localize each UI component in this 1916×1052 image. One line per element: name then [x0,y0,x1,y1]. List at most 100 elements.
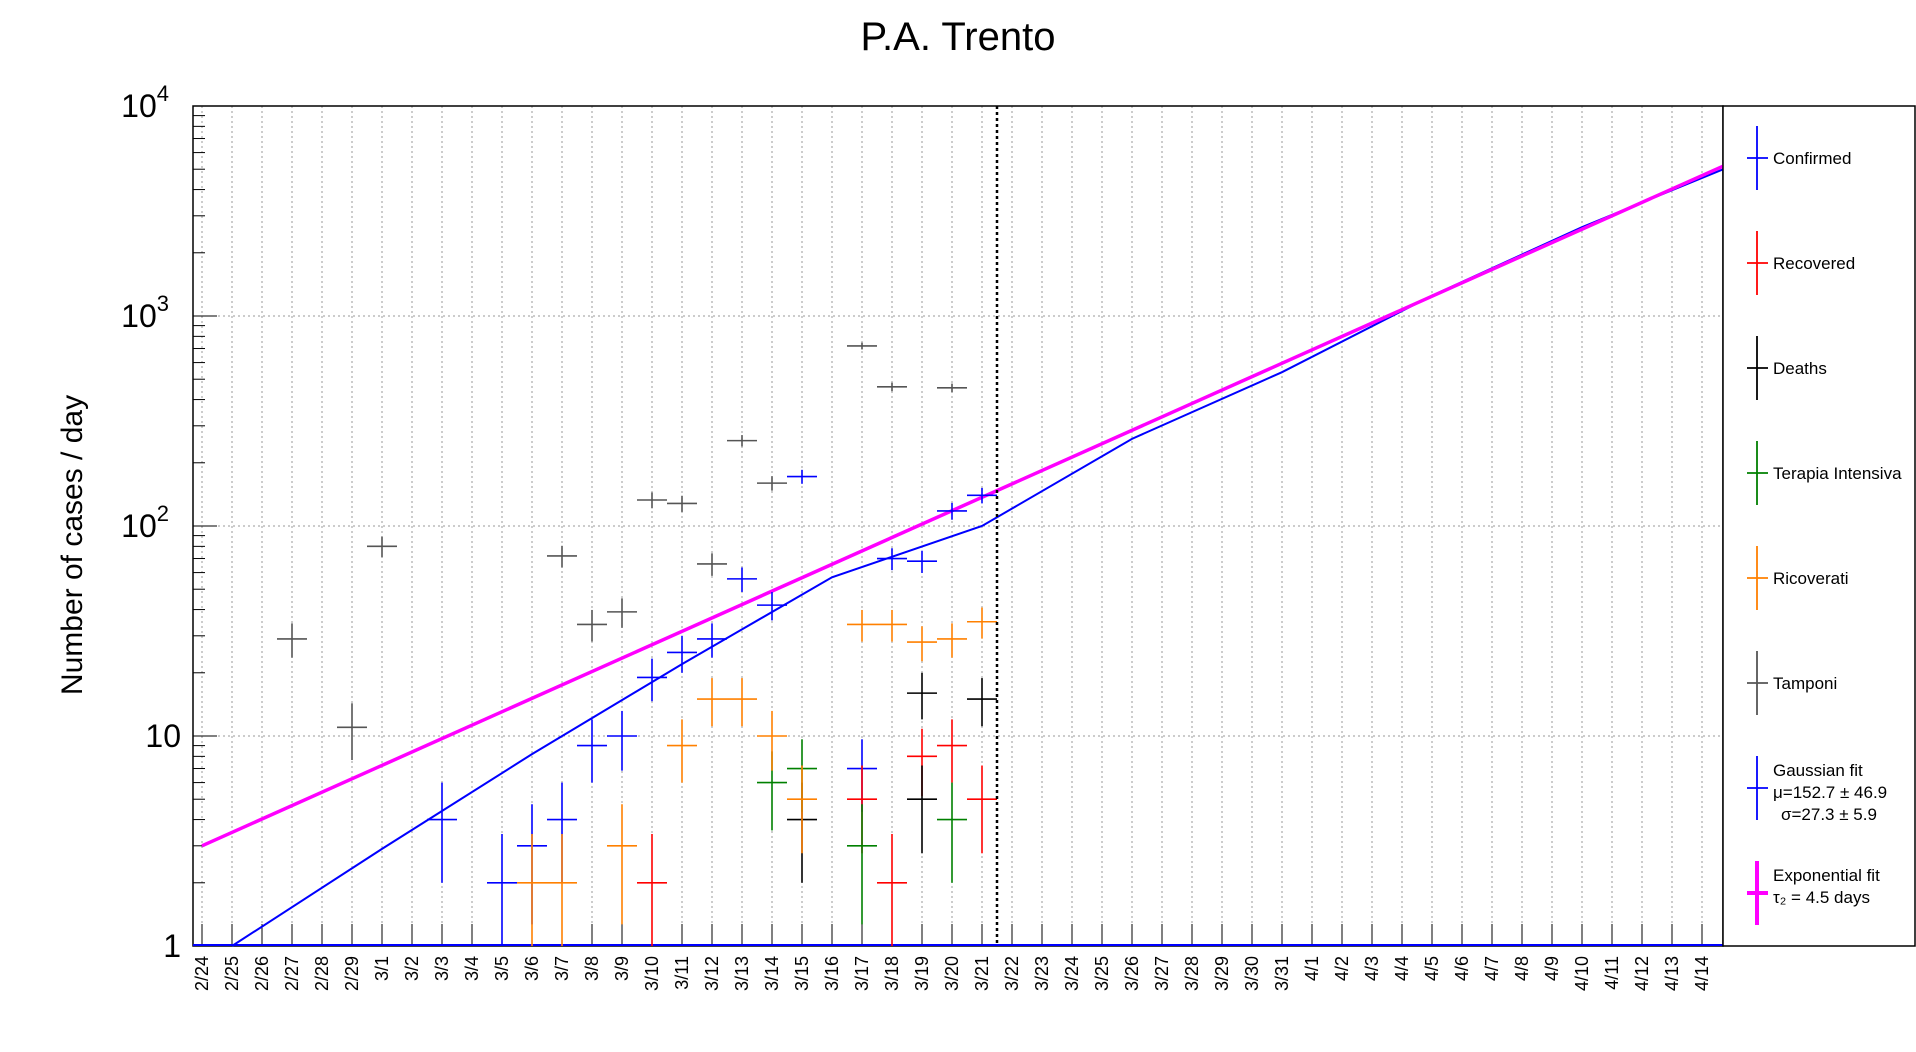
data-point-ricoverati [787,765,817,854]
data-point-tamponi [547,545,577,568]
data-point-tamponi [937,383,967,393]
legend-box [1722,105,1916,947]
legend-entry-tamponi: Tamponi [1747,651,1837,715]
y-tick-label: 10 [145,718,181,754]
x-tick-label: 3/21 [972,956,992,991]
data-point-confirmed [877,548,907,571]
data-point-recovered [967,765,997,854]
legend-label: Deaths [1773,359,1827,378]
data-point-deaths [967,678,997,727]
data-point-terapia-intensiva [847,804,877,925]
data-point-recovered [637,834,667,946]
data-point-tamponi [367,536,397,558]
legend-label: Tamponi [1773,674,1837,693]
x-tick-label: 3/4 [462,956,482,981]
data-point-ricoverati [727,678,757,727]
x-tick-label: 3/28 [1182,956,1202,991]
data-point-confirmed [577,719,607,783]
data-point-tamponi [277,623,307,658]
exponential-fit-curve [201,160,1733,848]
data-point-terapia-intensiva [937,782,967,883]
x-tick-label: 4/11 [1602,956,1622,990]
y-tick-label: 1 [163,928,181,964]
x-tick-label: 3/9 [612,956,632,981]
y-tick-labels: 1 10 102 103 104 [121,81,181,964]
data-point-confirmed [727,567,757,592]
x-tick-label: 2/29 [342,956,362,991]
data-point-confirmed [937,502,967,520]
x-tick-label: 3/14 [762,956,782,991]
data-point-tamponi [607,598,637,628]
legend-label: Recovered [1773,254,1855,273]
data-point-ricoverati [967,607,997,639]
x-tick-label: 2/26 [252,956,272,991]
data-point-tamponi [637,492,667,509]
x-tick-label: 3/6 [522,956,542,981]
legend-entry-terapia-intensiva: Terapia Intensiva [1747,441,1902,505]
x-tick-label: 4/2 [1332,956,1352,981]
legend-label: Confirmed [1773,149,1851,168]
data-point-confirmed [607,710,637,771]
data-point-confirmed [907,550,937,573]
x-tick-label: 4/5 [1422,956,1442,981]
x-tick-label: 4/13 [1662,956,1682,991]
data-point-tamponi [337,703,367,761]
x-tick-label: 4/7 [1482,956,1502,981]
data-point-recovered [937,719,967,783]
x-tick-label: 3/12 [702,956,722,991]
x-tick-label: 3/26 [1122,956,1142,991]
data-point-ricoverati [877,609,907,642]
legend-label: Ricoverati [1773,569,1849,588]
legend-entry-recovered: Recovered [1747,231,1855,295]
x-tick-label: 3/13 [732,956,752,991]
x-tick-label: 3/18 [882,956,902,991]
x-tick-label: 4/8 [1512,956,1532,981]
data-point-confirmed [667,635,697,673]
x-tick-labels: 2/24 2/25 2/26 2/27 2/28 2/29 3/1 3/2 3/3 3/4 3/5 3… [192,956,1712,991]
x-tick-label: 4/10 [1572,956,1592,991]
x-tick-label: 2/25 [222,956,242,991]
x-tick-label: 2/24 [192,956,212,991]
x-tick-label: 3/23 [1032,956,1052,991]
data-point-confirmed [427,782,457,883]
data-point-ricoverati [907,626,937,662]
x-tick-label: 3/25 [1092,956,1112,991]
legend-entry-confirmed: Confirmed [1747,126,1851,190]
data-point-tamponi [757,476,787,491]
data-point-confirmed [697,623,727,658]
fit-curves [201,160,1733,947]
data-point-ricoverati [847,609,877,642]
legend: Confirmed Recovered Deaths Terapia Intensiv… [1722,105,1916,947]
data-points [277,342,997,946]
legend-param: τ₂ = 4.5 days [1773,888,1870,907]
x-tick-label: 4/4 [1392,956,1412,981]
x-tick-label: 3/31 [1272,956,1292,991]
x-tick-label: 3/15 [792,956,812,991]
y-tick-label: 103 [121,291,169,334]
data-point-confirmed [487,834,517,946]
x-tick-label: 4/14 [1692,956,1712,991]
x-tick-label: 3/22 [1002,956,1022,991]
data-point-tamponi [847,342,877,350]
x-tick-label: 2/28 [312,956,332,991]
data-point-deaths [907,765,937,854]
data-point-ricoverati [667,719,697,783]
x-tick-label: 3/16 [822,956,842,991]
y-axis-label: Number of cases / day [56,395,89,695]
x-tick-label: 3/1 [372,956,392,981]
x-tick-label: 3/27 [1152,956,1172,991]
data-point-tamponi [577,609,607,642]
x-tick-label: 3/19 [912,956,932,991]
data-point-ricoverati [697,678,727,727]
legend-label: Exponential fit [1773,866,1880,885]
data-point-confirmed [637,658,667,702]
data-point-deaths [907,672,937,720]
legend-entry-gaussian-fit: Gaussian fit μ=152.7 ± 46.9 σ=27.3 ± 5.9 [1747,756,1887,824]
x-tick-label: 3/17 [852,956,872,991]
x-tick-label: 2/27 [282,956,302,991]
data-point-ricoverati [547,834,577,946]
x-tick-label: 3/11 [672,956,692,990]
data-point-tamponi [727,435,757,447]
legend-param: σ=27.3 ± 5.9 [1781,805,1877,824]
